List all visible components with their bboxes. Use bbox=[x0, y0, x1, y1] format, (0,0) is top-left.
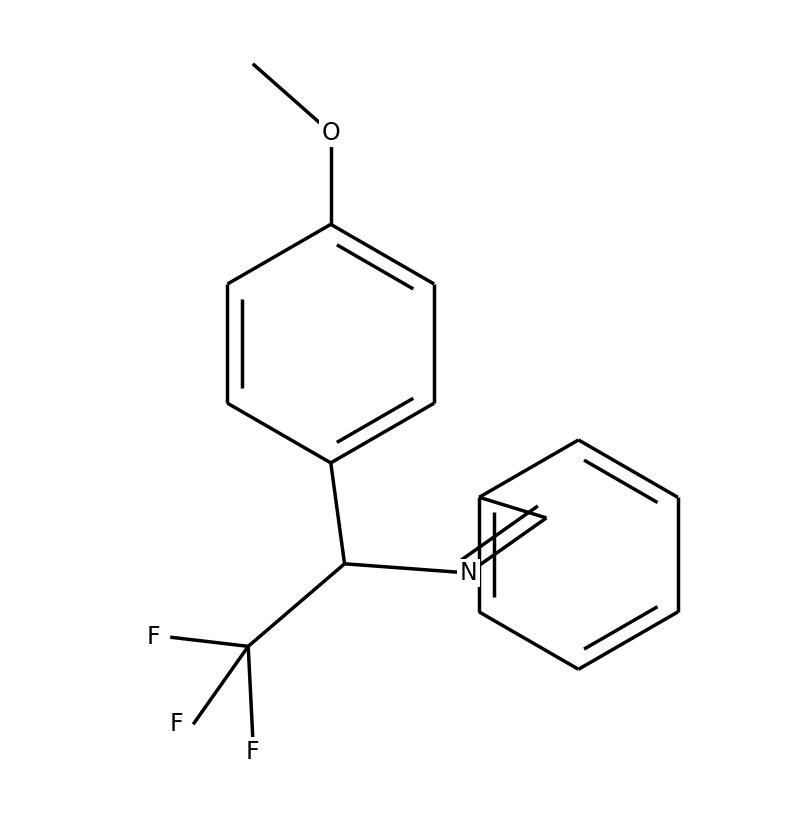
Text: F: F bbox=[147, 626, 160, 649]
Text: F: F bbox=[246, 740, 260, 764]
Text: F: F bbox=[170, 712, 183, 736]
Text: O: O bbox=[322, 121, 340, 144]
Text: N: N bbox=[460, 561, 477, 585]
